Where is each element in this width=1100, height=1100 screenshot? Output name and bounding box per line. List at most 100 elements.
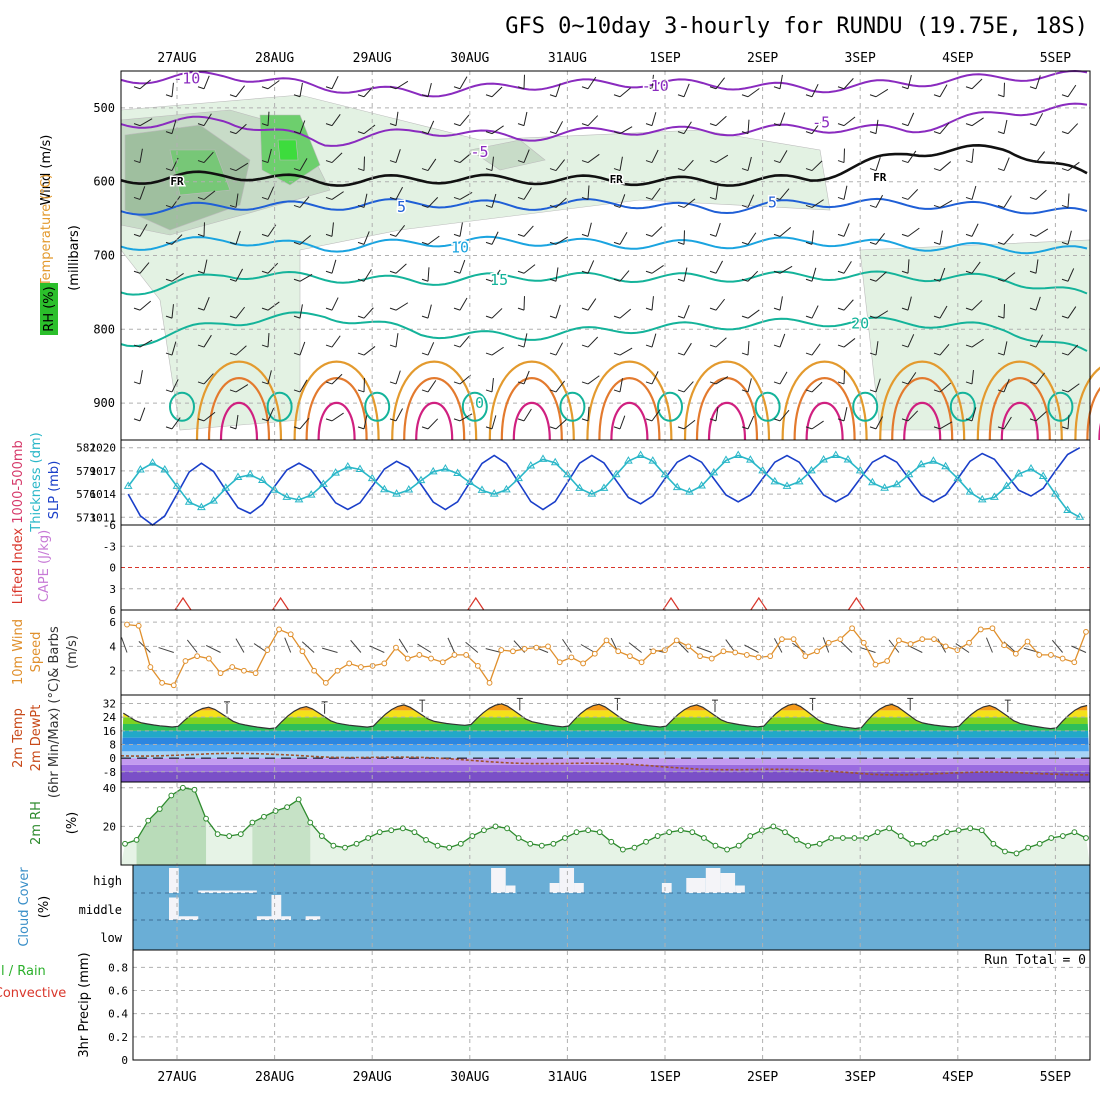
rh-marker xyxy=(214,831,221,838)
rh-marker xyxy=(955,827,962,834)
wind-barb-flag xyxy=(805,204,813,208)
thickness-marker xyxy=(868,477,877,486)
rh-marker xyxy=(990,840,997,847)
thickness-marker xyxy=(416,475,426,484)
wind-barb xyxy=(1035,75,1041,89)
thickness-marker xyxy=(648,456,658,464)
thickness-marker xyxy=(233,472,243,481)
wind-barb-flag xyxy=(517,381,525,385)
rh-marker xyxy=(434,842,441,849)
wind-barb xyxy=(395,263,407,274)
wind-barb-flag xyxy=(357,94,365,98)
wind-barb xyxy=(651,409,661,422)
wind-barb-flag xyxy=(517,233,525,237)
rh-marker xyxy=(562,835,568,841)
wind-barb xyxy=(1067,161,1080,171)
temp-line xyxy=(122,703,1088,730)
wind-barb-flag xyxy=(389,233,397,237)
wind-barb-flag xyxy=(965,86,973,90)
rh-marker xyxy=(179,784,186,791)
li-tick: -3 xyxy=(103,540,116,553)
wind-barb xyxy=(555,236,569,245)
slp-tick: 1011 xyxy=(90,511,117,524)
wind-barb xyxy=(395,370,401,385)
wind-barb xyxy=(1067,230,1072,245)
wind-barb-flag xyxy=(453,344,461,348)
wind-barb-flag xyxy=(549,94,557,98)
wind-speed-marker xyxy=(556,659,563,666)
wind-speed-marker xyxy=(907,641,914,647)
wind-barb xyxy=(491,193,497,208)
temp-band xyxy=(121,710,1090,718)
wind-barb xyxy=(363,346,376,356)
wind-barb xyxy=(491,346,504,356)
wind-barb xyxy=(139,186,146,200)
warm-contour xyxy=(805,401,844,441)
date-label-top: 2SEP xyxy=(747,51,778,66)
wind-speed-marker xyxy=(767,653,774,660)
wind-barb-flag xyxy=(933,278,941,282)
wind-barb xyxy=(363,307,374,319)
contour-label: 10 xyxy=(451,238,469,256)
wind-barb xyxy=(235,345,247,356)
wind-barb xyxy=(811,381,823,393)
wind-barb xyxy=(651,112,657,126)
wind-speed-marker xyxy=(626,653,633,660)
wind-speed-marker xyxy=(872,661,879,668)
contour-label: -5 xyxy=(812,114,830,132)
wind-barb xyxy=(139,118,153,127)
panel-frame xyxy=(132,949,1091,1061)
wind-barb xyxy=(555,342,564,356)
wind-speed-marker xyxy=(182,658,189,664)
wind-barb-flag xyxy=(357,131,365,135)
thickness-marker xyxy=(892,479,902,488)
wind-barb xyxy=(395,186,404,200)
wind-barb-flag xyxy=(709,233,717,237)
teal-ring xyxy=(364,391,391,422)
rh-shade-region xyxy=(277,139,299,161)
wind-barb xyxy=(747,156,752,171)
wind-speed-marker xyxy=(463,652,470,658)
thickness-marker xyxy=(685,487,694,495)
sfc-wind-barb xyxy=(186,639,198,653)
high-cloud-block xyxy=(574,883,584,893)
wind-barb xyxy=(491,86,503,98)
teal-ring xyxy=(461,391,488,422)
wind-barb-flag xyxy=(261,123,269,127)
wind-barb xyxy=(619,156,623,171)
sfc-wind-barb xyxy=(1051,639,1063,653)
thickness-marker xyxy=(538,454,548,462)
thickness-marker xyxy=(1014,468,1024,477)
wind-barb-flag xyxy=(517,307,525,311)
wind-barb-flag xyxy=(293,168,301,172)
thickness-marker xyxy=(1063,505,1072,513)
wind-barb xyxy=(203,151,214,163)
wind-barb xyxy=(235,230,241,245)
temp-band xyxy=(121,758,1090,765)
wind-barb xyxy=(267,80,280,90)
wind-barb xyxy=(875,157,881,171)
wind-barb xyxy=(331,297,339,311)
wind-barb xyxy=(331,222,334,237)
rh-marker xyxy=(747,833,754,839)
rh-marker xyxy=(191,786,198,793)
wind-barb xyxy=(171,195,181,208)
wind-barb-flag xyxy=(421,241,429,245)
wind-barb xyxy=(491,377,494,393)
wind-barb-flag xyxy=(741,241,749,245)
wind-barb-flag xyxy=(965,307,973,311)
wind-barb-flag xyxy=(933,389,941,393)
wind-barb xyxy=(779,226,792,237)
wind-barb-flag xyxy=(517,418,525,422)
wind-barb-flag xyxy=(709,307,717,311)
wind-barb xyxy=(971,117,984,127)
rh-marker xyxy=(122,840,128,847)
wind-barb xyxy=(235,85,246,98)
wind-speed-marker xyxy=(264,647,271,653)
wind-barb xyxy=(427,197,439,208)
wind-barb xyxy=(619,415,626,430)
wind-barb xyxy=(779,150,788,163)
wind-barb xyxy=(171,417,181,430)
wind-barb-flag xyxy=(325,307,333,311)
